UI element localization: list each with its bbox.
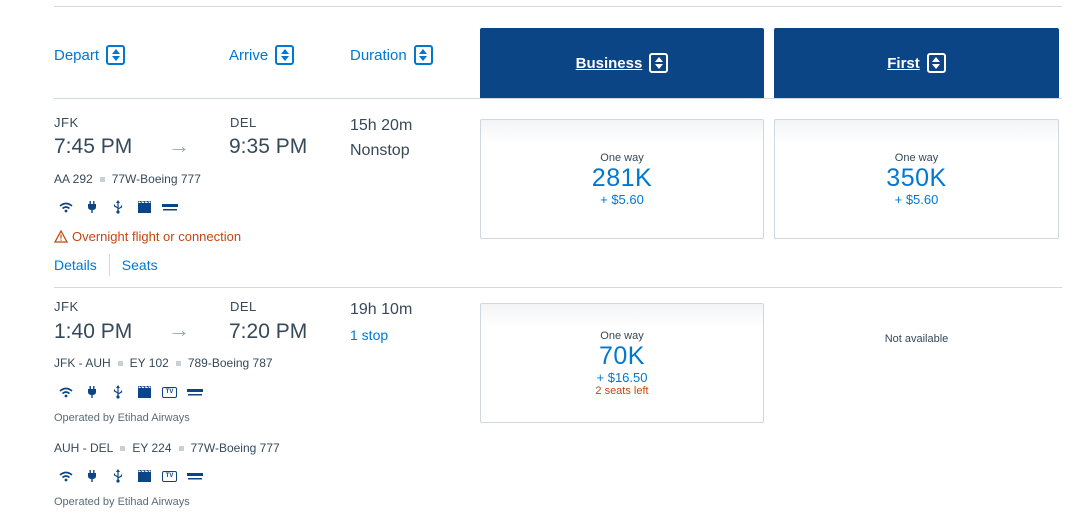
separator xyxy=(117,360,123,366)
duration-header-label: Duration xyxy=(350,46,407,64)
first-header-label: First xyxy=(887,54,920,72)
flight-links: Details Seats xyxy=(54,254,158,276)
first-not-available: Not available xyxy=(884,333,949,345)
wifi-icon[interactable] xyxy=(58,200,74,214)
row-divider xyxy=(54,287,1062,288)
sort-icon xyxy=(106,45,126,65)
stops-link[interactable]: 1 stop xyxy=(350,327,389,343)
sort-icon xyxy=(649,53,669,73)
depart-time: 1:40 PM xyxy=(54,320,133,343)
aircraft: 77W-Boeing 777 xyxy=(190,441,280,455)
aircraft: 77W-Boeing 777 xyxy=(111,172,201,186)
amenities: TV xyxy=(58,385,203,399)
origin-code: JFK xyxy=(54,115,79,130)
arrive-time: 7:20 PM xyxy=(229,320,308,343)
warning-icon xyxy=(54,230,68,243)
lie-flat-seat-icon[interactable] xyxy=(187,385,203,399)
amenities xyxy=(58,200,178,214)
sort-depart-header[interactable]: Depart xyxy=(54,45,126,65)
lie-flat-seat-icon[interactable] xyxy=(162,200,178,214)
sort-business-header[interactable]: Business xyxy=(480,28,764,98)
duration: 19h 10m xyxy=(350,301,413,318)
separator xyxy=(99,176,105,182)
flight-number: AA 292 xyxy=(54,172,93,186)
duration: 15h 20m xyxy=(350,117,413,134)
sort-icon xyxy=(413,45,433,65)
sort-icon xyxy=(275,45,295,65)
stops: Nonstop xyxy=(350,142,410,159)
lie-flat-seat-icon[interactable] xyxy=(187,469,203,483)
entertainment-icon[interactable] xyxy=(136,200,152,214)
fare-type-label: One way xyxy=(894,151,939,164)
flight-number: EY 102 xyxy=(129,356,169,370)
business-price-box[interactable]: One way 281K + $5.60 xyxy=(480,119,764,239)
business-header-label: Business xyxy=(575,54,643,72)
tv-icon[interactable]: TV xyxy=(162,386,177,398)
tax-price: + $16.50 xyxy=(596,369,648,385)
overnight-warning: Overnight flight or connection xyxy=(54,229,241,244)
sort-icon xyxy=(926,53,946,73)
entertainment-icon[interactable] xyxy=(136,385,152,399)
sort-first-header[interactable]: First xyxy=(774,28,1059,98)
separator xyxy=(175,360,181,366)
usb-icon[interactable] xyxy=(110,200,126,214)
miles-price: 350K xyxy=(886,163,947,192)
tax-price: + $5.60 xyxy=(600,191,644,207)
wifi-icon[interactable] xyxy=(58,385,74,399)
arrive-time: 9:35 PM xyxy=(229,135,308,158)
warning-text: Overnight flight or connection xyxy=(72,229,242,244)
amenities: TV xyxy=(58,469,203,483)
first-price-box[interactable]: One way 350K + $5.60 xyxy=(774,119,1059,239)
depart-time: 7:45 PM xyxy=(54,135,133,158)
seats-left: 2 seats left xyxy=(595,384,649,397)
depart-header-label: Depart xyxy=(54,46,100,64)
separator xyxy=(178,445,184,451)
operated-by: Operated by Etihad Airways xyxy=(54,496,190,508)
entertainment-icon[interactable] xyxy=(136,469,152,483)
header-divider xyxy=(54,98,1062,99)
arrow-right-icon: → xyxy=(168,133,190,158)
separator xyxy=(120,445,126,451)
segment-info: AUH - DEL EY 224 77W-Boeing 777 xyxy=(54,441,280,455)
usb-icon[interactable] xyxy=(110,385,126,399)
arrive-header-label: Arrive xyxy=(229,46,269,64)
power-icon[interactable] xyxy=(84,200,100,214)
power-icon[interactable] xyxy=(84,385,100,399)
seats-link[interactable]: Seats xyxy=(121,257,158,273)
fare-type-label: One way xyxy=(600,329,644,342)
segment-info: JFK - AUH EY 102 789-Boeing 787 xyxy=(54,356,273,370)
details-link[interactable]: Details xyxy=(54,257,97,273)
dest-code: DEL xyxy=(230,299,257,314)
tv-icon[interactable]: TV xyxy=(162,470,177,482)
operated-by: Operated by Etihad Airways xyxy=(54,412,190,424)
sort-arrive-header[interactable]: Arrive xyxy=(229,45,295,65)
tax-price: + $5.60 xyxy=(894,191,939,207)
power-icon[interactable] xyxy=(84,469,100,483)
miles-price: 70K xyxy=(599,341,645,370)
origin-code: JFK xyxy=(54,299,79,314)
sort-duration-header[interactable]: Duration xyxy=(350,45,433,65)
fare-type-label: One way xyxy=(600,151,644,164)
flight-number: EY 224 xyxy=(132,441,172,455)
flight-info: AA 292 77W-Boeing 777 xyxy=(54,172,201,186)
usb-icon[interactable] xyxy=(110,469,126,483)
arrow-right-icon: → xyxy=(168,317,190,342)
link-divider xyxy=(108,254,110,276)
dest-code: DEL xyxy=(230,115,257,130)
segment-route: AUH - DEL xyxy=(54,441,114,455)
business-price-box[interactable]: One way 70K + $16.50 2 seats left xyxy=(480,303,764,423)
segment-route: JFK - AUH xyxy=(54,356,111,370)
miles-price: 281K xyxy=(591,163,653,192)
wifi-icon[interactable] xyxy=(58,469,74,483)
aircraft: 789-Boeing 787 xyxy=(187,356,273,370)
top-divider xyxy=(54,6,1062,7)
